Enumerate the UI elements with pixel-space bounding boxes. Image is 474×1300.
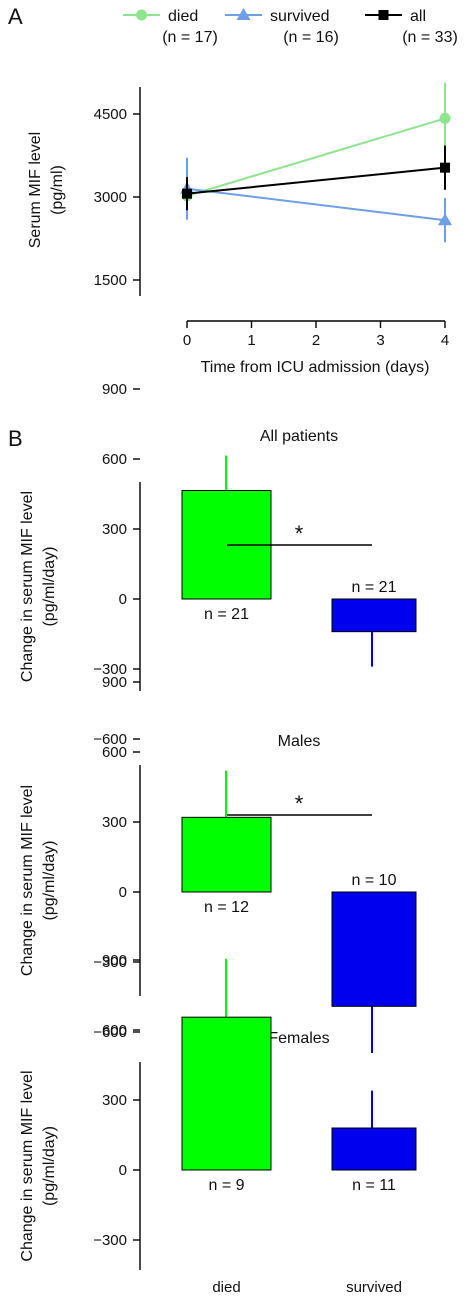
data-point-all	[182, 188, 192, 199]
y-axis-title: Serum MIF level (pg/ml)	[27, 132, 66, 248]
x-tick-label: 2	[312, 332, 320, 349]
bar-died	[181, 816, 272, 893]
data-point-died	[439, 112, 451, 124]
y-tick-label: −600	[93, 1024, 127, 1041]
n-label-died: n = 9	[208, 1177, 244, 1194]
y-tick-label: −300	[93, 661, 127, 678]
y-tick-label: −600	[93, 731, 127, 748]
y-tick-label: 300	[102, 1092, 127, 1109]
y-tick-label: 4500	[94, 106, 127, 123]
significance-star: *	[295, 521, 304, 546]
x-tick-label: 1	[247, 332, 255, 349]
y-tick-label: 0	[119, 884, 127, 901]
y-tick-label: −300	[93, 954, 127, 971]
series-line-survived	[186, 187, 446, 222]
bar-chart-title: Females	[268, 1030, 329, 1047]
data-point-all	[440, 162, 450, 173]
legend-n-all: (n = 33)	[402, 29, 458, 46]
y-tick-label: 1500	[94, 272, 127, 289]
y-axis-title-line1: Change in serum MIF level	[19, 785, 36, 976]
y-axis-title-line1: Serum MIF level	[27, 132, 44, 248]
y-tick-label: 900	[102, 381, 127, 398]
legend-label-died: died	[168, 8, 198, 25]
y-axis-title-line1: Change in serum MIF level	[19, 1070, 36, 1261]
y-tick-label: 300	[102, 814, 127, 831]
x-axis-title: Time from ICU admission (days)	[201, 359, 430, 376]
y-tick-label: 900	[102, 952, 127, 969]
n-label-survived: n = 21	[352, 579, 397, 596]
y-axis-title: Change in serum MIF level (pg/ml/day)	[19, 785, 58, 976]
x-tick-label: 3	[376, 332, 384, 349]
legend-marker-survived	[236, 8, 251, 20]
y-axis-title-line2: (pg/ml/day)	[41, 840, 58, 920]
x-tick-label: 0	[183, 332, 191, 349]
y-tick-label: 0	[119, 591, 127, 608]
n-label-survived: n = 11	[352, 1177, 396, 1194]
y-axis-title-line2: (pg/ml/day)	[41, 1126, 58, 1206]
bar-survived	[331, 598, 417, 633]
legend-label-all: all	[410, 8, 426, 25]
bar-chart-title: Males	[278, 733, 321, 750]
bar-survived	[331, 1127, 417, 1171]
y-axis-title: Change in serum MIF level (pg/ml/day)	[19, 1070, 58, 1261]
legend-n-died: (n = 17)	[162, 29, 218, 46]
y-tick-label: −300	[93, 1232, 127, 1249]
legend-marker-died	[136, 9, 147, 21]
y-tick-label: 600	[102, 451, 127, 468]
panel-a-label: A	[8, 4, 23, 29]
y-tick-label: 3000	[94, 189, 127, 206]
series-line-all	[186, 166, 446, 195]
y-axis-title: Change in serum MIF level (pg/ml/day)	[19, 491, 58, 682]
significance-star: *	[295, 791, 304, 816]
y-tick-label: 600	[102, 1022, 127, 1039]
n-label-died: n = 12	[204, 899, 249, 916]
y-tick-label: 0	[119, 1162, 127, 1179]
x-tick-label: 4	[441, 332, 449, 349]
y-axis-title-line2: (pg/ml/day)	[41, 546, 58, 626]
y-tick-label: 900	[102, 674, 127, 691]
x-category-label-died: died	[212, 1279, 240, 1296]
bar-chart-title: All patients	[260, 428, 338, 445]
data-point-survived	[438, 213, 452, 226]
y-tick-label: 300	[102, 521, 127, 538]
y-tick-label: 600	[102, 744, 127, 761]
series-line-died	[186, 117, 446, 197]
x-category-label-survived: survived	[346, 1279, 402, 1296]
panel-b-label: B	[8, 426, 23, 451]
legend-n-survived: (n = 16)	[283, 29, 339, 46]
n-label-survived: n = 10	[352, 872, 397, 889]
bar-died	[181, 1016, 272, 1171]
n-label-died: n = 21	[204, 606, 249, 623]
y-axis-title-line2: (pg/ml)	[49, 165, 66, 215]
legend-label-survived: survived	[270, 8, 330, 25]
bar-survived	[331, 891, 417, 1007]
y-axis-title-line1: Change in serum MIF level	[19, 491, 36, 682]
legend-marker-all	[378, 10, 389, 20]
